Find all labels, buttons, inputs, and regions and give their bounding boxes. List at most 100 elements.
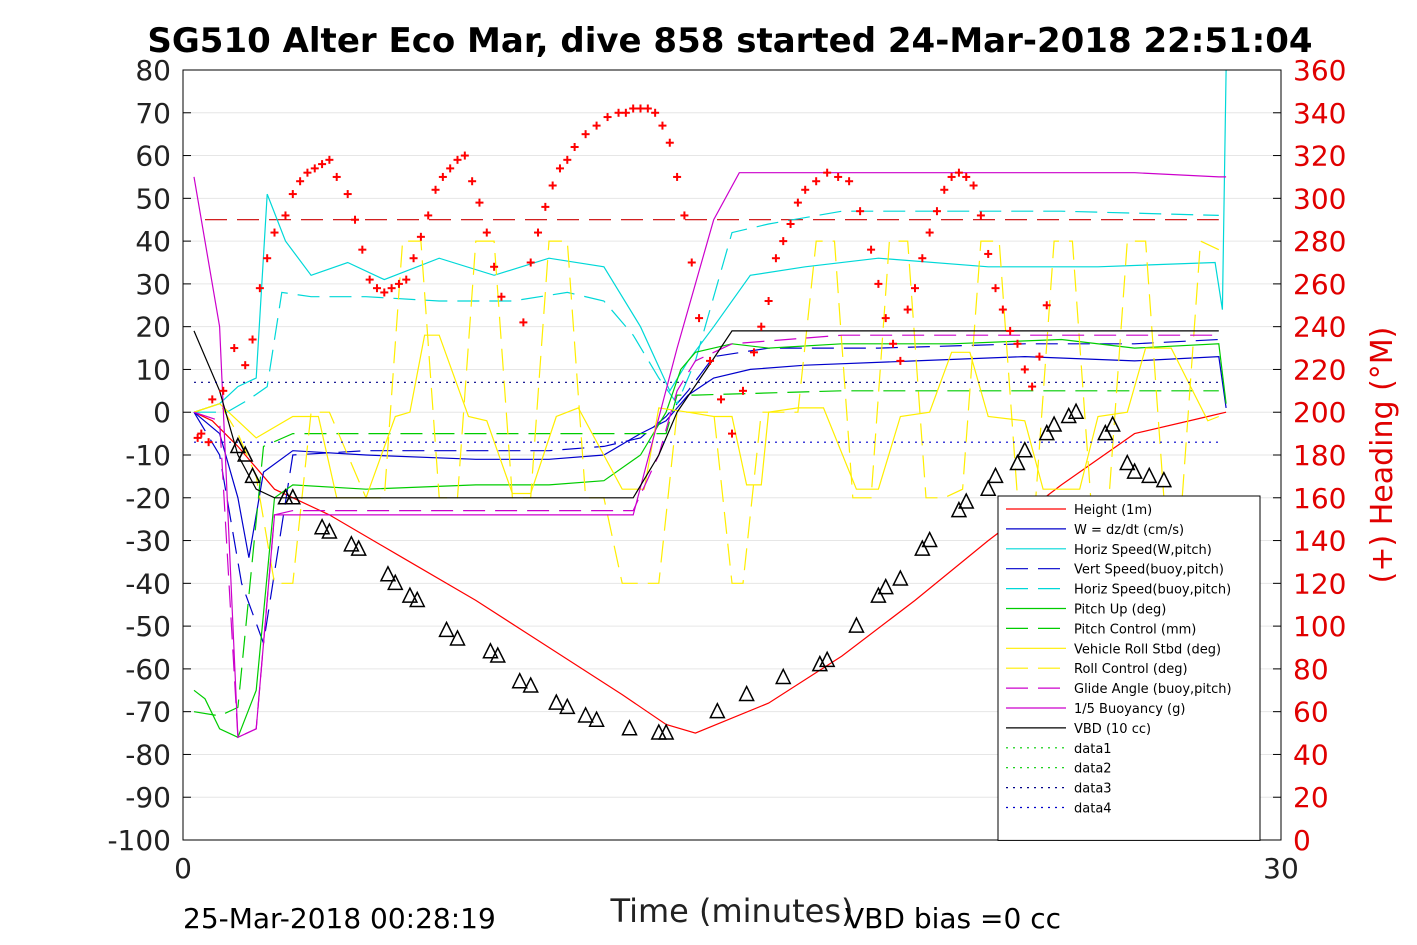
heading-point — [845, 177, 854, 186]
series-line — [193, 334, 1220, 499]
triangle-point — [244, 466, 261, 484]
heading-point — [548, 181, 557, 190]
triangle-point — [1067, 402, 1085, 419]
triangle-point — [870, 586, 887, 603]
right-axis-label: (+) Heading (°M) — [1365, 327, 1400, 584]
heading-point — [867, 245, 876, 254]
y-right-tick-label: 0 — [1293, 824, 1311, 857]
triangle-point — [313, 518, 331, 535]
heading-point — [687, 258, 696, 267]
triangle-point — [958, 492, 975, 509]
heading-point — [490, 262, 499, 271]
heading-point — [998, 305, 1007, 314]
y-tick-label: -80 — [125, 738, 171, 771]
legend-label: Height (1m) — [1074, 503, 1152, 518]
heading-point — [764, 297, 773, 305]
triangle-point — [522, 676, 539, 693]
triangle-point — [1119, 453, 1136, 471]
heading-point — [793, 198, 802, 207]
triangle-point — [987, 466, 1004, 484]
y-tick-label: 70 — [135, 97, 171, 130]
heading-point — [310, 164, 319, 173]
y-right-tick-label: 60 — [1293, 696, 1329, 729]
heading-point — [673, 172, 682, 181]
legend-label: VBD (10 cc) — [1074, 722, 1151, 737]
chart-title: SG510 Alter Eco Mar, dive 858 started 24… — [147, 21, 1312, 61]
heading-point — [325, 155, 334, 164]
heading-point — [665, 138, 674, 147]
heading-point — [526, 258, 535, 267]
heading-point — [621, 108, 630, 117]
triangle-point — [577, 706, 594, 723]
heading-point — [925, 228, 934, 237]
triangle-point — [409, 590, 426, 608]
y-tick-label: -40 — [125, 567, 171, 600]
heading-point — [940, 185, 949, 194]
heading-point — [592, 121, 601, 130]
legend-label: Glide Angle (buoy,pitch) — [1074, 682, 1232, 697]
y-tick-label: 10 — [135, 353, 171, 386]
y-right-tick-label: 40 — [1293, 738, 1329, 771]
heading-point — [834, 172, 843, 181]
heading-point — [409, 254, 418, 263]
triangle-point — [1141, 466, 1158, 484]
y-right-tick-label: 240 — [1293, 311, 1346, 344]
y-right-tick-label: 340 — [1293, 97, 1346, 130]
heading-point — [193, 433, 202, 442]
heading-point — [197, 429, 206, 438]
heading-point — [984, 249, 993, 258]
heading-point — [270, 228, 279, 237]
heading-point — [911, 284, 919, 293]
y-right-tick-label: 80 — [1293, 653, 1329, 686]
y-right-tick-label: 260 — [1293, 268, 1346, 301]
series-line — [193, 69, 1227, 413]
heading-point — [706, 356, 715, 365]
heading-point — [581, 130, 590, 139]
heading-point — [695, 314, 704, 323]
triangle-point — [818, 650, 836, 668]
heading-point — [881, 314, 890, 323]
heading-point — [771, 254, 780, 263]
triangle-point — [482, 642, 499, 659]
y-right-tick-label: 200 — [1293, 396, 1346, 429]
legend-label: 1/5 Buoyancy (g) — [1074, 702, 1185, 717]
heading-point — [969, 181, 978, 190]
heading-point — [738, 386, 747, 395]
heading-point — [204, 438, 213, 447]
legend-label: Horiz Speed(buoy,pitch) — [1074, 583, 1231, 598]
heading-point — [482, 228, 491, 237]
legend-label: Vehicle Roll Stbd (deg) — [1074, 642, 1221, 657]
y-tick-label: -30 — [125, 525, 171, 558]
plot-frame — [182, 69, 1282, 841]
heading-point — [358, 245, 367, 254]
heading-point — [288, 190, 297, 199]
triangle-point — [738, 684, 755, 702]
triangle-point — [921, 530, 938, 548]
heading-point — [823, 168, 832, 177]
end-time-label: 25-Mar-2018 00:28:19 — [183, 902, 496, 935]
heading-point — [728, 429, 736, 438]
vbd-bias-label: VBD bias =0 cc — [845, 902, 1061, 935]
triangle-point — [709, 701, 726, 719]
legend-label: Pitch Control (mm) — [1074, 622, 1196, 637]
legend-label: data4 — [1074, 802, 1112, 817]
triangle-point — [848, 616, 865, 633]
triangle-point — [979, 479, 997, 496]
triangle-point — [438, 620, 455, 638]
triangle-point — [401, 586, 419, 603]
heading-point — [603, 113, 612, 122]
series-line — [193, 330, 1219, 499]
heading-point — [281, 211, 290, 220]
heading-point — [555, 164, 564, 173]
heading-point — [416, 232, 425, 241]
triangle-point — [588, 710, 605, 727]
heading-point — [903, 305, 912, 314]
heading-point — [241, 361, 250, 370]
triangle-point — [343, 535, 360, 552]
heading-point — [874, 279, 883, 288]
heading-point — [896, 356, 905, 365]
heading-point — [643, 104, 652, 113]
heading-point — [962, 172, 971, 181]
triangle-point — [657, 723, 675, 740]
